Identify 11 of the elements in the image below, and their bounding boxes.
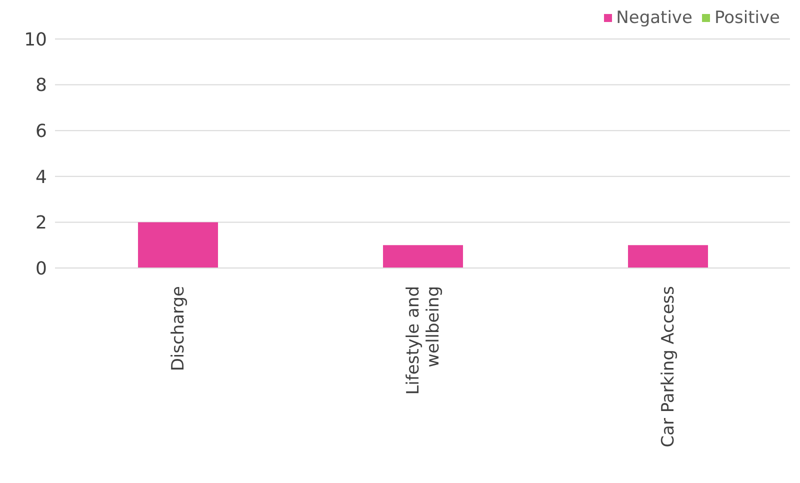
x-tick-label: Discharge [168,286,188,372]
y-tick-label: 6 [36,120,47,142]
y-tick-label: 10 [24,29,47,50]
y-tick-label: 2 [36,212,47,234]
y-tick-label: 8 [36,75,47,96]
x-tick-label: Car Parking Access [658,286,678,448]
x-tick-label: Lifestyle and wellbeing [404,286,444,395]
legend-label: Negative [616,8,692,28]
y-tick-label: 0 [36,258,47,280]
y-tick-label: 4 [36,166,47,188]
legend-label: Positive [714,8,780,28]
